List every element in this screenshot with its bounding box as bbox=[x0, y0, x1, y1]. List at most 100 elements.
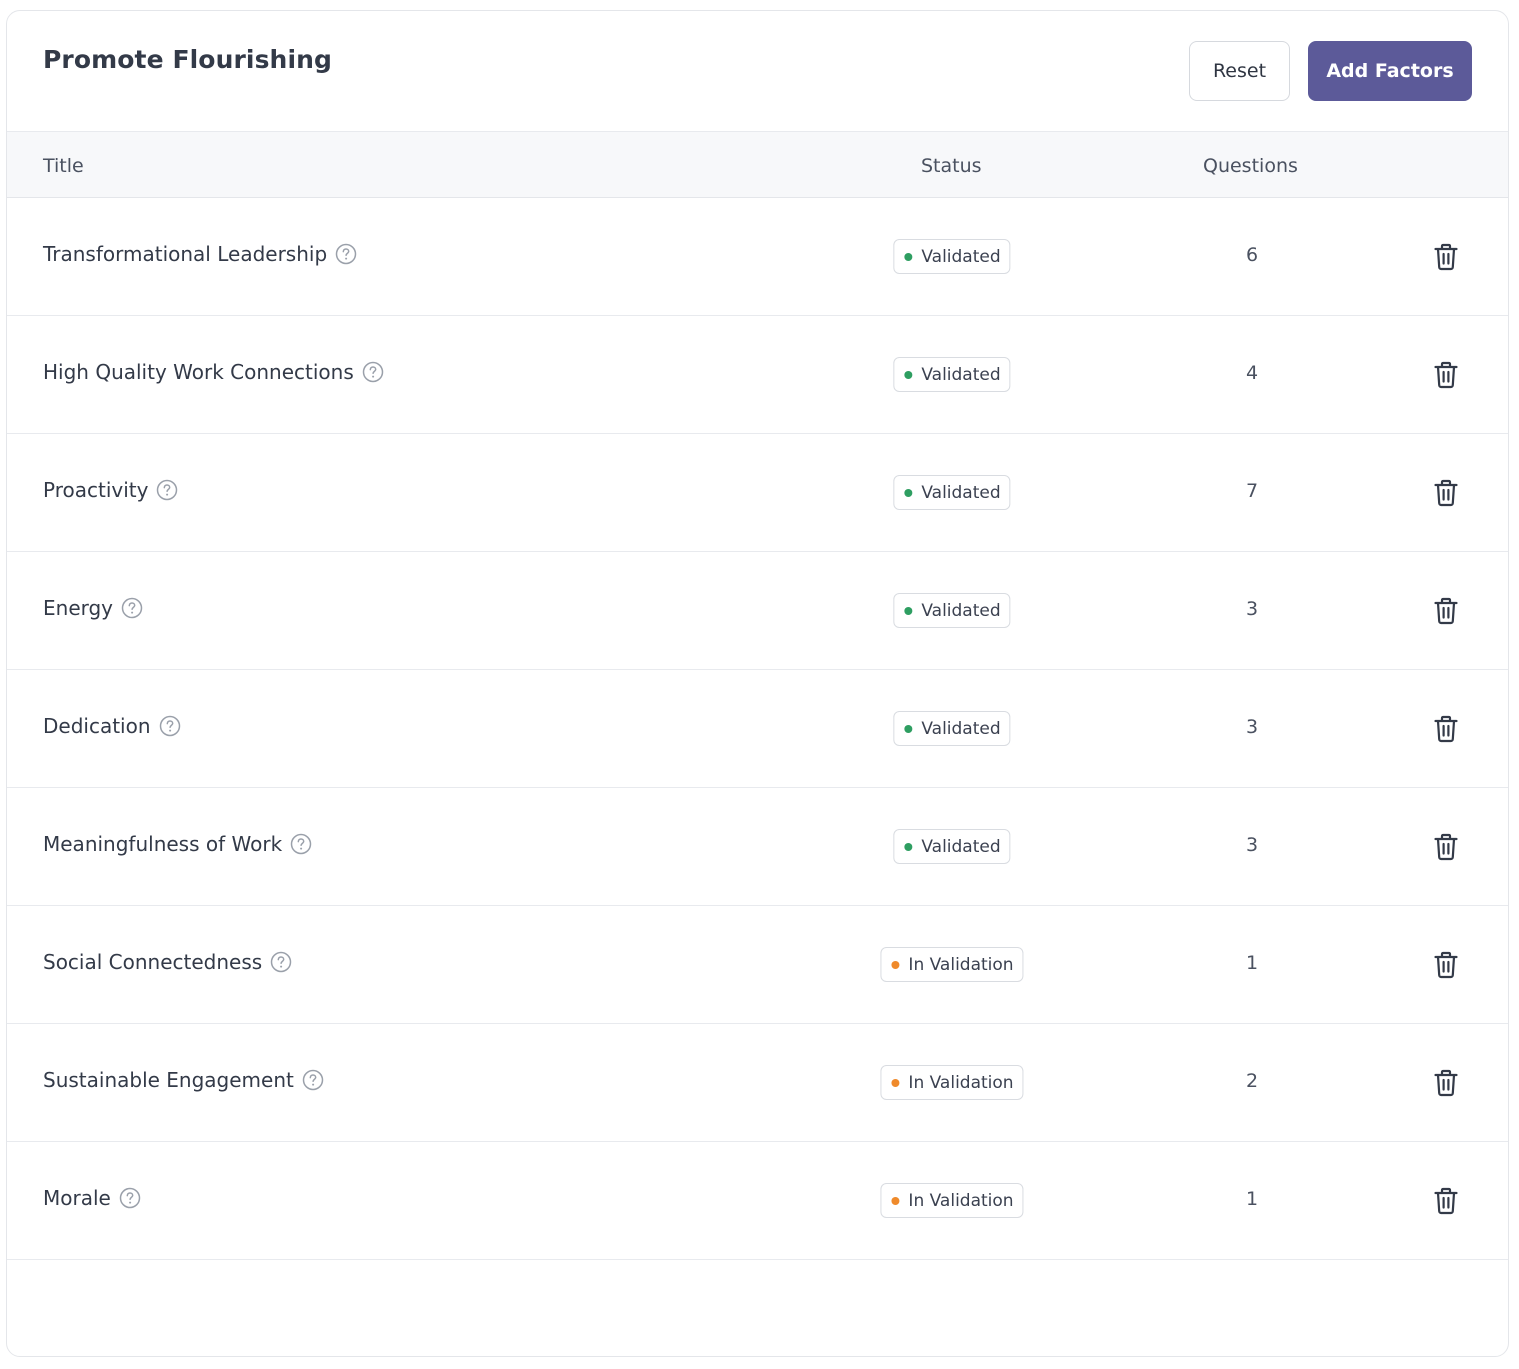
trash-icon bbox=[1433, 479, 1459, 512]
status-dot-icon bbox=[904, 252, 913, 261]
question-circle-icon[interactable] bbox=[119, 1187, 141, 1209]
status-dot-icon bbox=[904, 724, 913, 733]
table-row: Sustainable Engagement In Validation 2 bbox=[7, 1024, 1508, 1142]
question-circle-icon[interactable] bbox=[302, 1069, 324, 1091]
questions-count: 3 bbox=[1245, 716, 1259, 738]
factor-title: Energy bbox=[43, 596, 114, 620]
delete-button[interactable] bbox=[1433, 1068, 1459, 1098]
question-circle-icon[interactable] bbox=[362, 361, 384, 383]
status-label: In Validation bbox=[908, 954, 1014, 975]
trash-icon bbox=[1433, 361, 1459, 394]
delete-button[interactable] bbox=[1433, 950, 1459, 980]
question-circle-icon[interactable] bbox=[270, 951, 292, 973]
status-cell: Validated bbox=[893, 593, 1011, 628]
factor-title-cell: High Quality Work Connections bbox=[43, 360, 384, 384]
question-circle-icon[interactable] bbox=[121, 597, 143, 619]
status-dot-icon bbox=[904, 606, 913, 615]
trash-icon bbox=[1433, 243, 1459, 276]
status-badge: Validated bbox=[893, 239, 1011, 274]
questions-count: 4 bbox=[1245, 362, 1259, 384]
status-label: In Validation bbox=[908, 1072, 1014, 1093]
factor-title-cell: Transformational Leadership bbox=[43, 242, 357, 266]
factor-title: Meaningfulness of Work bbox=[43, 832, 283, 856]
page-title: Promote Flourishing bbox=[43, 45, 333, 74]
questions-count: 3 bbox=[1245, 598, 1259, 620]
delete-button[interactable] bbox=[1433, 478, 1459, 508]
table-row: Dedication Validated 3 bbox=[7, 670, 1508, 788]
question-circle-icon[interactable] bbox=[159, 715, 181, 737]
status-cell: In Validation bbox=[880, 1065, 1024, 1100]
card-header: Promote Flourishing Reset Add Factors bbox=[7, 11, 1508, 132]
column-header-title: Title bbox=[43, 155, 84, 177]
questions-count: 2 bbox=[1245, 1070, 1259, 1092]
factors-card: Promote Flourishing Reset Add Factors Ti… bbox=[6, 10, 1509, 1357]
status-cell: Validated bbox=[893, 475, 1011, 510]
delete-button[interactable] bbox=[1433, 1186, 1459, 1216]
factor-title: Dedication bbox=[43, 714, 151, 738]
status-cell: In Validation bbox=[880, 947, 1024, 982]
status-badge: In Validation bbox=[880, 1183, 1024, 1218]
status-cell: Validated bbox=[893, 829, 1011, 864]
factor-title-cell: Energy bbox=[43, 596, 143, 620]
questions-count: 6 bbox=[1245, 244, 1259, 266]
factor-title-cell: Proactivity bbox=[43, 478, 178, 502]
question-circle-icon[interactable] bbox=[156, 479, 178, 501]
status-dot-icon bbox=[904, 370, 913, 379]
questions-count: 1 bbox=[1245, 952, 1259, 974]
status-dot-icon bbox=[904, 842, 913, 851]
status-cell: Validated bbox=[893, 711, 1011, 746]
status-label: Validated bbox=[921, 836, 1001, 857]
status-badge: Validated bbox=[893, 357, 1011, 392]
question-circle-icon[interactable] bbox=[290, 833, 312, 855]
delete-button[interactable] bbox=[1433, 596, 1459, 626]
questions-count: 3 bbox=[1245, 834, 1259, 856]
trash-icon bbox=[1433, 1187, 1459, 1220]
question-circle-icon[interactable] bbox=[335, 243, 357, 265]
table-row: Meaningfulness of Work Validated 3 bbox=[7, 788, 1508, 906]
factor-title: Transformational Leadership bbox=[43, 242, 328, 266]
delete-button[interactable] bbox=[1433, 832, 1459, 862]
table-header: Title Status Questions bbox=[7, 132, 1508, 198]
factor-title-cell: Morale bbox=[43, 1186, 141, 1210]
delete-button[interactable] bbox=[1433, 360, 1459, 390]
factor-title: High Quality Work Connections bbox=[43, 360, 354, 384]
questions-count: 1 bbox=[1245, 1188, 1259, 1210]
questions-count: 7 bbox=[1245, 480, 1259, 502]
table-row: Energy Validated 3 bbox=[7, 552, 1508, 670]
status-badge: Validated bbox=[893, 711, 1011, 746]
add-factors-button[interactable]: Add Factors bbox=[1308, 41, 1472, 101]
status-cell: Validated bbox=[893, 357, 1011, 392]
status-dot-icon bbox=[891, 1196, 900, 1205]
factor-title: Proactivity bbox=[43, 478, 149, 502]
trash-icon bbox=[1433, 597, 1459, 630]
status-label: In Validation bbox=[908, 1190, 1014, 1211]
factor-title-cell: Meaningfulness of Work bbox=[43, 832, 312, 856]
factor-title: Sustainable Engagement bbox=[43, 1068, 294, 1092]
delete-button[interactable] bbox=[1433, 714, 1459, 744]
table-row: Morale In Validation 1 bbox=[7, 1142, 1508, 1260]
status-label: Validated bbox=[921, 600, 1001, 621]
factor-title: Social Connectedness bbox=[43, 950, 263, 974]
table-body: Transformational Leadership Validated 6 Hig… bbox=[7, 198, 1508, 1260]
status-cell: In Validation bbox=[880, 1183, 1024, 1218]
status-label: Validated bbox=[921, 246, 1001, 267]
status-badge: Validated bbox=[893, 829, 1011, 864]
status-label: Validated bbox=[921, 364, 1001, 385]
status-badge: In Validation bbox=[880, 1065, 1024, 1100]
status-label: Validated bbox=[921, 718, 1001, 739]
trash-icon bbox=[1433, 951, 1459, 984]
status-cell: Validated bbox=[893, 239, 1011, 274]
factor-title-cell: Social Connectedness bbox=[43, 950, 292, 974]
table-row: Proactivity Validated 7 bbox=[7, 434, 1508, 552]
status-badge: Validated bbox=[893, 475, 1011, 510]
reset-button[interactable]: Reset bbox=[1189, 41, 1290, 101]
status-badge: Validated bbox=[893, 593, 1011, 628]
table-row: Social Connectedness In Validation 1 bbox=[7, 906, 1508, 1024]
status-dot-icon bbox=[891, 1078, 900, 1087]
column-header-status: Status bbox=[921, 155, 982, 177]
trash-icon bbox=[1433, 715, 1459, 748]
factor-title: Morale bbox=[43, 1186, 111, 1210]
table-row: Transformational Leadership Validated 6 bbox=[7, 198, 1508, 316]
delete-button[interactable] bbox=[1433, 242, 1459, 272]
status-dot-icon bbox=[904, 488, 913, 497]
